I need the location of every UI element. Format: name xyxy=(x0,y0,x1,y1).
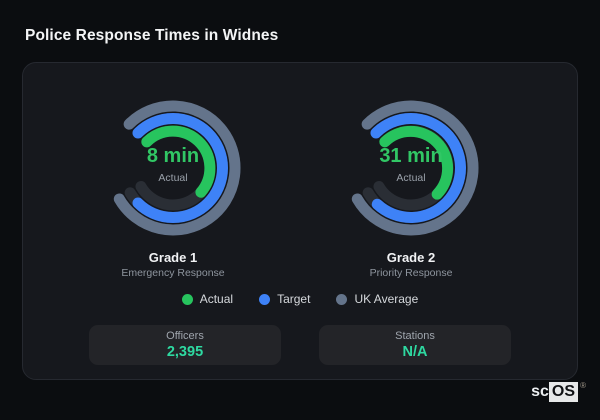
gauge-grade-2-subtitle: Priority Response xyxy=(369,267,453,279)
stat-value-stations: N/A xyxy=(402,343,428,360)
scos-logo-prefix: sc xyxy=(531,383,549,400)
legend-label-actual: Actual xyxy=(199,292,234,306)
gauge-grade-1-title: Grade 1 xyxy=(148,250,198,265)
stat-card-stations: Stations N/A xyxy=(319,325,511,365)
gauge-grade-2: 31 min Actual Grade 2 Priority Response xyxy=(309,93,513,279)
response-times-panel: 8 min Actual Grade 1 Emergency Response … xyxy=(22,62,578,380)
legend-item-uk-average: UK Average xyxy=(336,292,418,306)
stat-label-officers: Officers xyxy=(166,329,204,342)
legend-dot-actual-icon xyxy=(181,293,193,305)
legend-label-target: Target xyxy=(277,292,311,306)
legend-label-uk-average: UK Average xyxy=(354,292,419,306)
gauge-grade-2-svg xyxy=(351,100,479,236)
scos-logo: sc OS ® xyxy=(531,381,586,402)
scos-logo-suffix: OS xyxy=(551,383,575,400)
gauge-grade-1: 8 min Actual Grade 1 Emergency Response xyxy=(71,93,275,279)
gauge-grade-2-title: Grade 2 xyxy=(386,250,436,265)
legend-item-actual: Actual xyxy=(181,292,234,306)
stats-row: Officers 2,395 Stations N/A xyxy=(23,325,577,365)
stat-card-officers: Officers 2,395 xyxy=(89,325,281,365)
legend-item-target: Target xyxy=(259,292,310,306)
gauge-grade-1-subtitle: Emergency Response xyxy=(121,267,225,279)
page-title: Police Response Times in Widnes xyxy=(25,27,279,44)
gauge-grade-1-rings: 8 min Actual xyxy=(98,93,248,243)
registered-trademark-icon: ® xyxy=(580,381,586,390)
stat-label-stations: Stations xyxy=(395,329,435,342)
gauge-grade-2-rings: 31 min Actual xyxy=(336,93,486,243)
legend-dot-target-icon xyxy=(259,293,271,305)
stat-value-officers: 2,395 xyxy=(166,343,204,360)
chart-legend: Actual Target UK Average xyxy=(23,292,577,306)
gauge-grade-1-svg xyxy=(113,100,241,236)
legend-dot-uk-average-icon xyxy=(336,293,348,305)
scos-logo-box: OS ® xyxy=(548,381,586,402)
